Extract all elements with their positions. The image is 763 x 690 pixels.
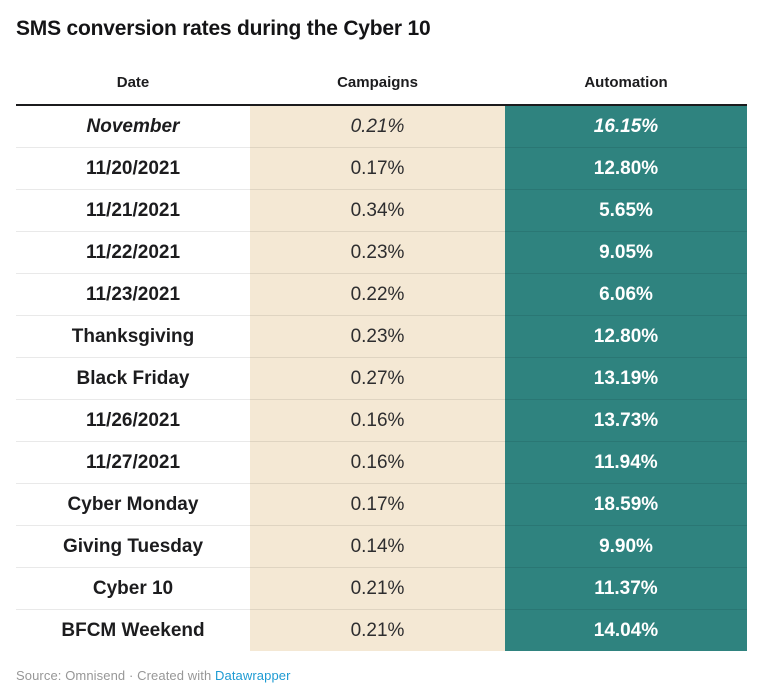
campaigns-cell: 0.17% [250,146,505,190]
datawrapper-link[interactable]: Datawrapper [215,668,291,684]
table-row: Giving Tuesday 0.14% 9.90% [16,524,747,568]
date-cell: Thanksgiving [16,314,250,358]
campaigns-cell: 0.16% [250,440,505,484]
table-row: November 0.21% 16.15% [16,105,747,148]
date-cell: Giving Tuesday [16,524,250,568]
page-title: SMS conversion rates during the Cyber 10 [16,17,431,40]
campaigns-cell: 0.22% [250,272,505,316]
campaigns-cell: 0.23% [250,314,505,358]
table-row: Thanksgiving 0.23% 12.80% [16,314,747,358]
campaigns-cell: 0.17% [250,482,505,526]
table-row: 11/27/2021 0.16% 11.94% [16,440,747,484]
table-row: Black Friday 0.27% 13.19% [16,356,747,400]
campaigns-cell: 0.14% [250,524,505,568]
automation-cell: 12.80% [505,314,747,358]
table-row: Cyber Monday 0.17% 18.59% [16,482,747,526]
campaigns-cell: 0.16% [250,398,505,442]
automation-cell: 12.80% [505,146,747,190]
automation-cell: 13.19% [505,356,747,400]
column-header-date: Date [116,74,150,92]
automation-cell: 18.59% [505,482,747,526]
campaigns-cell: 0.21% [250,608,505,652]
data-table: Date Campaigns Automation November 0.21% 1… [16,68,747,652]
table-row: 11/26/2021 0.16% 13.73% [16,398,747,442]
campaigns-cell: 0.21% [250,566,505,610]
column-header-automation: Automation [584,74,668,92]
automation-cell: 11.94% [505,440,747,484]
date-cell: Cyber 10 [16,566,250,610]
automation-cell: 14.04% [505,608,747,652]
table-row: 11/23/2021 0.22% 6.06% [16,272,747,316]
date-cell: 11/26/2021 [16,398,250,442]
date-cell: November [16,105,250,148]
table-row: Cyber 10 0.21% 11.37% [16,566,747,610]
campaigns-cell: 0.27% [250,356,505,400]
date-cell: Cyber Monday [16,482,250,526]
table-row: BFCM Weekend 0.21% 14.04% [16,608,747,652]
header-row: Date Campaigns Automation [16,68,747,106]
automation-cell: 5.65% [505,188,747,232]
automation-cell: 16.15% [505,105,747,148]
date-cell: 11/21/2021 [16,188,250,232]
column-header-campaigns: Campaigns [337,74,418,92]
date-cell: 11/22/2021 [16,230,250,274]
campaigns-cell: 0.21% [250,105,505,148]
date-cell: BFCM Weekend [16,608,250,652]
automation-cell: 9.90% [505,524,747,568]
date-cell: 11/23/2021 [16,272,250,316]
source-text: Source: Omnisend · Created with [16,668,216,684]
automation-cell: 11.37% [505,566,747,610]
table-row: 11/20/2021 0.17% 12.80% [16,146,747,190]
date-cell: 11/27/2021 [16,440,250,484]
automation-cell: 13.73% [505,398,747,442]
date-cell: Black Friday [16,356,250,400]
date-cell: 11/20/2021 [16,146,250,190]
table-body: November 0.21% 16.15% 11/20/2021 0.17% 12.80%… [16,105,747,652]
campaigns-cell: 0.23% [250,230,505,274]
table-row: 11/22/2021 0.23% 9.05% [16,230,747,274]
automation-cell: 6.06% [505,272,747,316]
table-row: 11/21/2021 0.34% 5.65% [16,188,747,232]
campaigns-cell: 0.34% [250,188,505,232]
automation-cell: 9.05% [505,230,747,274]
footer: Source: Omnisend · Created with Datawrap… [16,668,747,683]
